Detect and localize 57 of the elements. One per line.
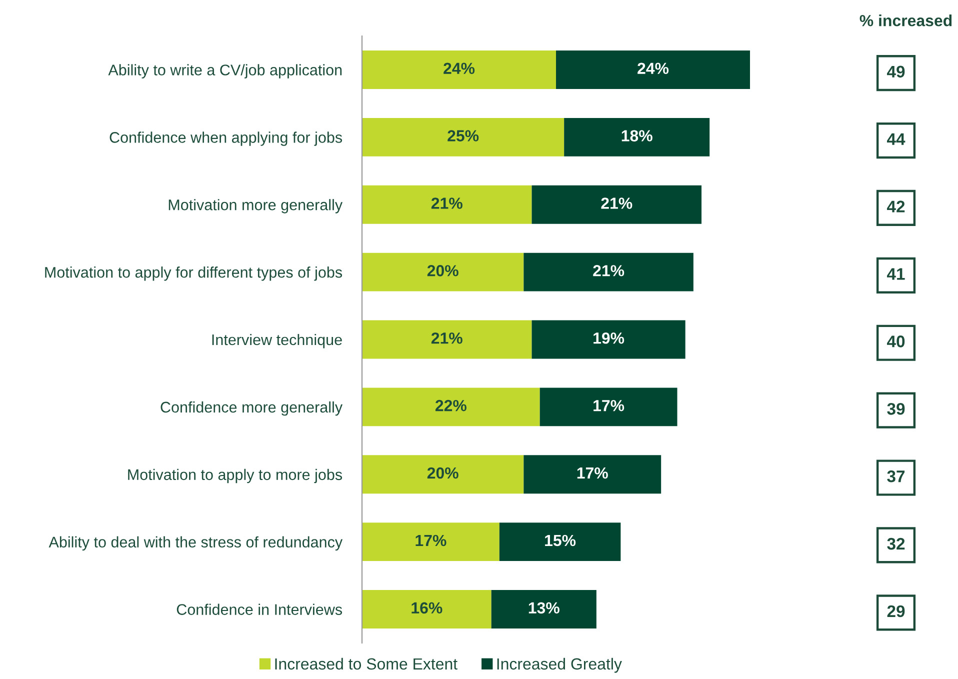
data-label: 13% xyxy=(528,602,560,614)
bar xyxy=(362,50,556,89)
bar xyxy=(362,252,524,292)
data-label: 17% xyxy=(594,400,624,412)
data-label: 20% xyxy=(427,467,458,479)
bar xyxy=(362,590,492,628)
y-tick-label: Ability to write a CV/job application xyxy=(108,64,342,78)
text: 40 xyxy=(886,336,905,348)
text: 37 xyxy=(887,470,905,482)
data-label: 17% xyxy=(416,534,446,546)
y-tick-label: Motivation to apply to more jobs xyxy=(128,468,342,484)
y-tick-label: Motivation to apply for different types of jobs xyxy=(45,266,342,281)
bar xyxy=(524,252,694,292)
text: 44 xyxy=(886,133,906,145)
y-tick-label: Confidence more generally xyxy=(160,401,343,416)
bar xyxy=(524,455,662,494)
data-label: 17% xyxy=(577,467,608,479)
data-label: 21% xyxy=(431,332,462,344)
data-label: 20% xyxy=(427,265,458,276)
text: 32 xyxy=(887,538,905,550)
text: 42 xyxy=(886,200,905,212)
bar xyxy=(362,118,564,156)
bar xyxy=(540,388,678,426)
y-tick-label: Confidence in Interviews xyxy=(176,604,342,615)
bar xyxy=(556,50,750,89)
text: 41 xyxy=(886,268,905,280)
bar xyxy=(362,185,532,224)
data-label: 19% xyxy=(594,332,624,344)
data-label: 21% xyxy=(431,198,462,209)
data-label: 18% xyxy=(622,130,652,142)
text: % increased xyxy=(860,14,952,26)
y-tick-label: Interview technique xyxy=(212,334,342,348)
data-label: 16% xyxy=(412,602,442,614)
bar xyxy=(362,455,524,494)
text: 29 xyxy=(887,605,905,618)
bar xyxy=(564,118,710,156)
bar xyxy=(362,522,500,562)
data-label: 21% xyxy=(593,265,624,276)
y-tick-label: Confidence when applying for jobs xyxy=(110,132,342,146)
y-tick-label: Motivation more generally xyxy=(168,199,343,214)
bar xyxy=(491,590,596,628)
data-label: 24% xyxy=(444,62,475,74)
y-tick-label: Ability to deal with the stress of redundancy xyxy=(48,536,343,551)
data-label: 25% xyxy=(448,130,479,142)
text: 39 xyxy=(887,402,905,415)
bar xyxy=(532,320,686,359)
legend-label: Increased Greatly xyxy=(497,658,622,673)
text: 49 xyxy=(886,66,905,78)
legend-label: Increased to Some Extent xyxy=(275,658,458,670)
bar xyxy=(362,320,532,359)
data-label: 21% xyxy=(601,198,632,209)
data-label: 15% xyxy=(545,534,576,546)
bar xyxy=(362,388,540,426)
bar xyxy=(532,185,702,224)
data-label: 24% xyxy=(638,62,669,74)
bar xyxy=(499,522,621,562)
data-label: 22% xyxy=(435,400,466,412)
